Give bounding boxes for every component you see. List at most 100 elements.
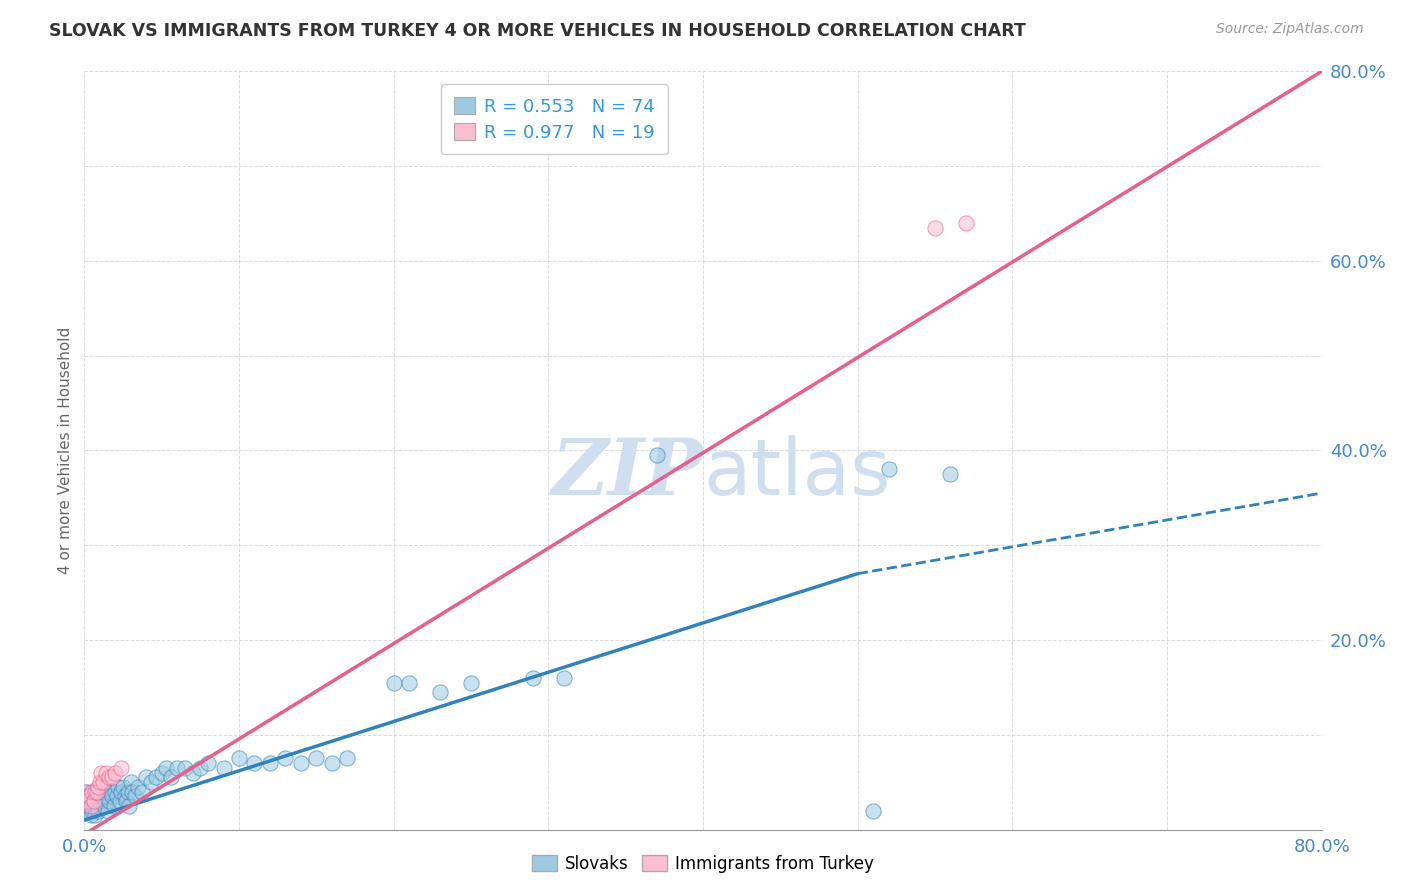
Point bbox=[82, 794, 104, 808]
Point bbox=[321, 756, 343, 771]
Point bbox=[382, 675, 405, 690]
Point bbox=[84, 785, 107, 799]
Point bbox=[77, 804, 100, 818]
Point bbox=[83, 785, 105, 799]
Point bbox=[84, 789, 107, 804]
Point bbox=[101, 771, 124, 785]
Point bbox=[398, 675, 420, 690]
Point bbox=[243, 756, 266, 771]
Text: SLOVAK VS IMMIGRANTS FROM TURKEY 4 OR MORE VEHICLES IN HOUSEHOLD CORRELATION CHA: SLOVAK VS IMMIGRANTS FROM TURKEY 4 OR MO… bbox=[49, 22, 1026, 40]
Point bbox=[336, 751, 359, 765]
Point bbox=[87, 780, 110, 794]
Point bbox=[76, 798, 98, 813]
Point bbox=[115, 794, 138, 808]
Point bbox=[877, 462, 900, 476]
Point bbox=[91, 785, 114, 799]
Point bbox=[98, 794, 121, 808]
Point bbox=[103, 798, 125, 813]
Point bbox=[76, 789, 98, 804]
Point bbox=[100, 785, 122, 799]
Point bbox=[155, 761, 177, 775]
Point bbox=[82, 785, 104, 799]
Point bbox=[87, 794, 110, 808]
Point bbox=[90, 765, 112, 780]
Point bbox=[135, 771, 157, 785]
Point bbox=[188, 761, 211, 775]
Point bbox=[228, 751, 250, 765]
Point bbox=[94, 789, 117, 804]
Text: Source: ZipAtlas.com: Source: ZipAtlas.com bbox=[1216, 22, 1364, 37]
Text: ZIP: ZIP bbox=[551, 435, 703, 511]
Y-axis label: 4 or more Vehicles in Household: 4 or more Vehicles in Household bbox=[58, 326, 73, 574]
Point bbox=[82, 804, 104, 818]
Point bbox=[101, 789, 124, 804]
Point bbox=[305, 751, 328, 765]
Point bbox=[197, 756, 219, 771]
Point bbox=[83, 798, 105, 813]
Point bbox=[86, 798, 108, 813]
Point bbox=[290, 756, 312, 771]
Point bbox=[121, 785, 143, 799]
Point bbox=[110, 785, 132, 799]
Point bbox=[98, 771, 121, 785]
Point bbox=[955, 216, 977, 230]
Text: atlas: atlas bbox=[703, 435, 890, 511]
Point bbox=[93, 798, 115, 813]
Point bbox=[924, 220, 946, 235]
Point bbox=[75, 785, 97, 799]
Point bbox=[91, 775, 114, 789]
Point bbox=[89, 780, 111, 794]
Point bbox=[104, 785, 127, 799]
Point bbox=[181, 765, 204, 780]
Point bbox=[77, 789, 100, 804]
Point bbox=[84, 808, 107, 822]
Point bbox=[160, 771, 183, 785]
Point bbox=[139, 775, 162, 789]
Point bbox=[145, 771, 167, 785]
Point bbox=[429, 685, 451, 699]
Point bbox=[77, 794, 100, 808]
Point bbox=[553, 671, 575, 685]
Point bbox=[114, 789, 136, 804]
Point bbox=[86, 785, 108, 799]
Point bbox=[104, 765, 127, 780]
Point bbox=[105, 789, 128, 804]
Point bbox=[127, 780, 149, 794]
Point bbox=[110, 761, 132, 775]
Point bbox=[460, 675, 482, 690]
Point bbox=[75, 785, 97, 799]
Point bbox=[79, 785, 101, 799]
Point bbox=[79, 798, 101, 813]
Point bbox=[108, 794, 131, 808]
Point bbox=[94, 765, 117, 780]
Point bbox=[107, 780, 129, 794]
Point bbox=[87, 804, 110, 818]
Point bbox=[131, 785, 153, 799]
Point bbox=[522, 671, 544, 685]
Point bbox=[89, 775, 111, 789]
Point bbox=[96, 785, 118, 799]
Legend: Slovaks, Immigrants from Turkey: Slovaks, Immigrants from Turkey bbox=[524, 848, 882, 880]
Point bbox=[259, 756, 281, 771]
Point bbox=[76, 794, 98, 808]
Point bbox=[112, 780, 135, 794]
Point bbox=[124, 789, 146, 804]
Point bbox=[120, 775, 142, 789]
Point bbox=[150, 765, 173, 780]
Legend: R = 0.553   N = 74, R = 0.977   N = 19: R = 0.553 N = 74, R = 0.977 N = 19 bbox=[441, 84, 668, 154]
Point bbox=[274, 751, 297, 765]
Point bbox=[862, 804, 884, 818]
Point bbox=[79, 808, 101, 822]
Point bbox=[118, 798, 141, 813]
Point bbox=[117, 785, 139, 799]
Point bbox=[89, 794, 111, 808]
Point bbox=[939, 467, 962, 482]
Point bbox=[90, 789, 112, 804]
Point bbox=[212, 761, 235, 775]
Point bbox=[96, 804, 118, 818]
Point bbox=[83, 794, 105, 808]
Point bbox=[645, 448, 668, 462]
Point bbox=[166, 761, 188, 775]
Point bbox=[174, 761, 197, 775]
Point bbox=[86, 785, 108, 799]
